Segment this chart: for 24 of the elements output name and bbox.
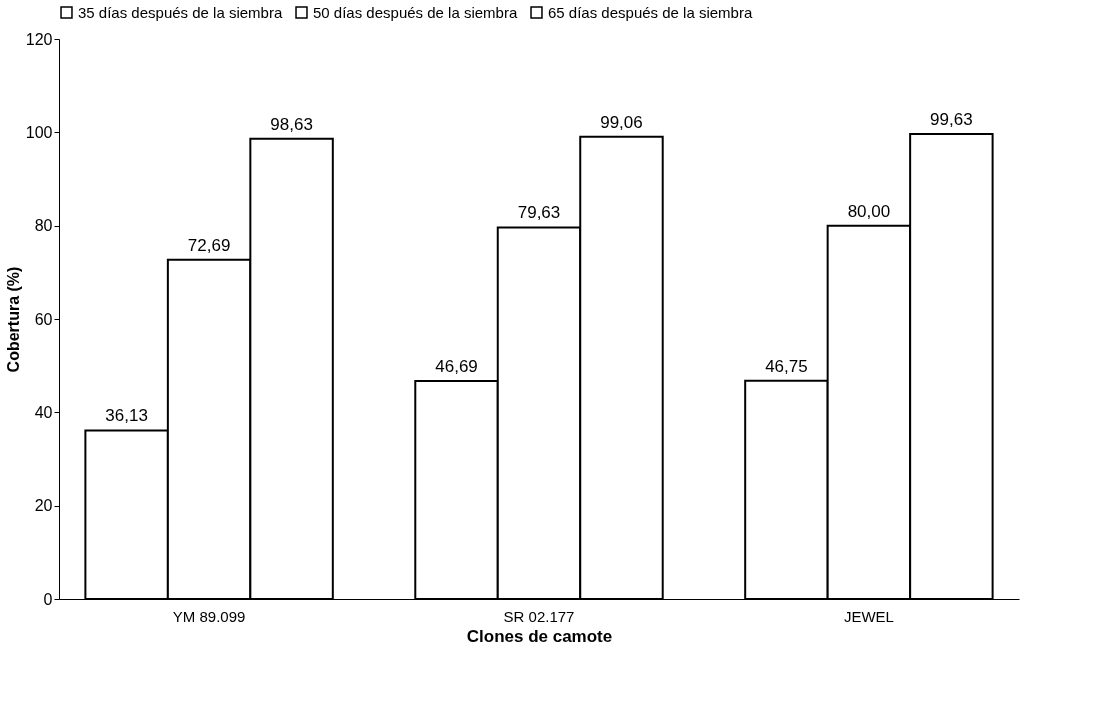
y-tick-label: 100 [25, 123, 53, 141]
data-label: 99,06 [600, 112, 643, 132]
data-label: 46,69 [435, 357, 478, 377]
data-label: 79,63 [517, 203, 561, 223]
data-label: 98,63 [270, 114, 313, 134]
y-tick-label: 0 [43, 590, 53, 608]
y-axis-title: Cobertura (%) [4, 266, 22, 373]
x-axis-title: Clones de camote [466, 626, 613, 646]
legend-label: 50 días después de la siembra [313, 3, 518, 21]
legend-label: 35 días después de la siembra [78, 3, 283, 21]
y-tick-label: 40 [34, 403, 53, 421]
x-tick-label: SR 02.177 [503, 607, 575, 625]
legend-label: 65 días después de la siembra [548, 3, 753, 21]
y-tick-label: 80 [34, 217, 53, 235]
data-label: 80,00 [847, 201, 891, 221]
x-tick-label: JEWEL [843, 607, 894, 625]
x-tick-label: YM 89.099 [172, 607, 246, 625]
data-label: 36,13 [105, 406, 148, 426]
y-tick-label: 20 [34, 497, 53, 515]
y-tick-label: 120 [25, 30, 53, 48]
y-tick-label: 60 [34, 310, 53, 328]
data-label: 99,63 [930, 110, 973, 130]
data-label: 72,69 [187, 235, 231, 255]
data-label: 46,75 [765, 356, 808, 376]
